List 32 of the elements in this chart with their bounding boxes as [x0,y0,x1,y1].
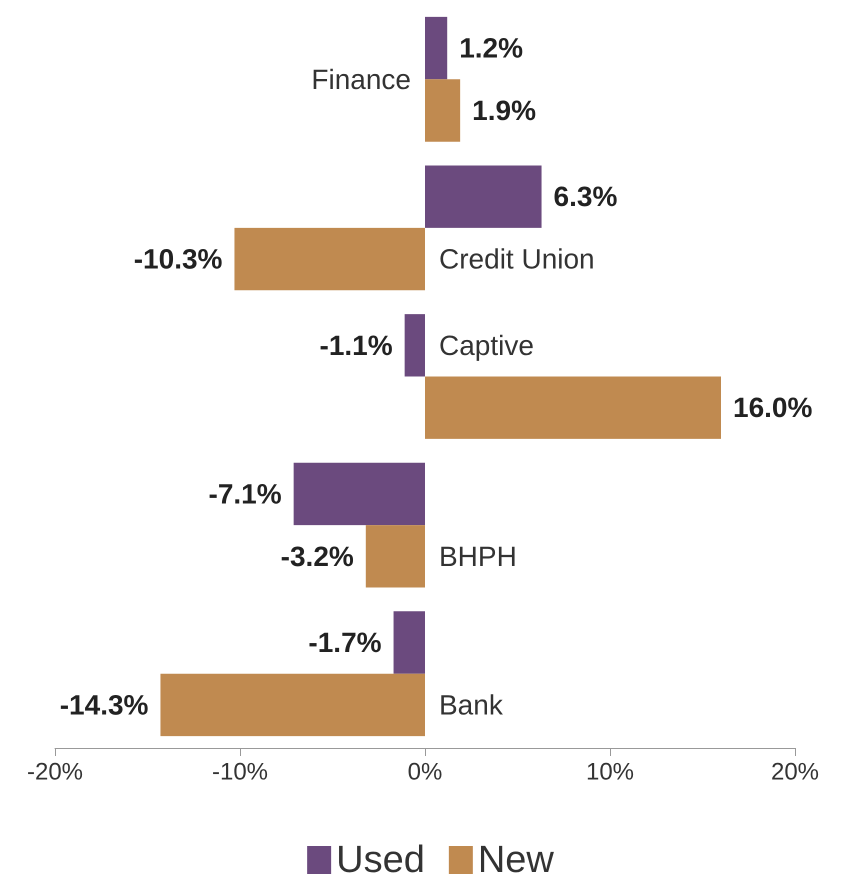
bar [394,611,425,674]
x-tick-label: 0% [408,758,442,786]
data-label: 16.0% [733,392,812,424]
legend-label: New [478,839,554,881]
bar [294,462,425,526]
bar [160,674,425,736]
bar [425,165,542,228]
data-label: 6.3% [554,181,618,212]
bar [404,314,425,376]
data-label: 1.2% [459,32,524,64]
x-tick-label: -10% [212,758,268,786]
data-label: -7.1% [208,478,282,510]
data-label: -10.3% [134,244,223,275]
y-tick-label: Bank [439,689,504,720]
x-tick-label: 10% [586,758,634,786]
bar [234,228,425,290]
data-label: 1.9% [472,95,536,126]
legend-label: Used [336,839,425,881]
data-label: -1.1% [319,330,393,361]
x-tick-label: 20% [770,758,820,786]
bar [425,79,460,142]
data-label: -1.7% [308,626,382,658]
y-tick-label: BHPH [439,540,517,572]
data-label: -3.2% [280,540,354,572]
bar [425,376,721,439]
x-tick-label: -20% [26,758,84,786]
bar [425,16,448,80]
data-label: -14.3% [60,689,149,720]
y-tick-label: Captive [439,330,534,361]
y-tick-label: Credit Union [439,244,595,275]
bar [366,525,425,588]
y-tick-label: Finance [311,64,411,95]
